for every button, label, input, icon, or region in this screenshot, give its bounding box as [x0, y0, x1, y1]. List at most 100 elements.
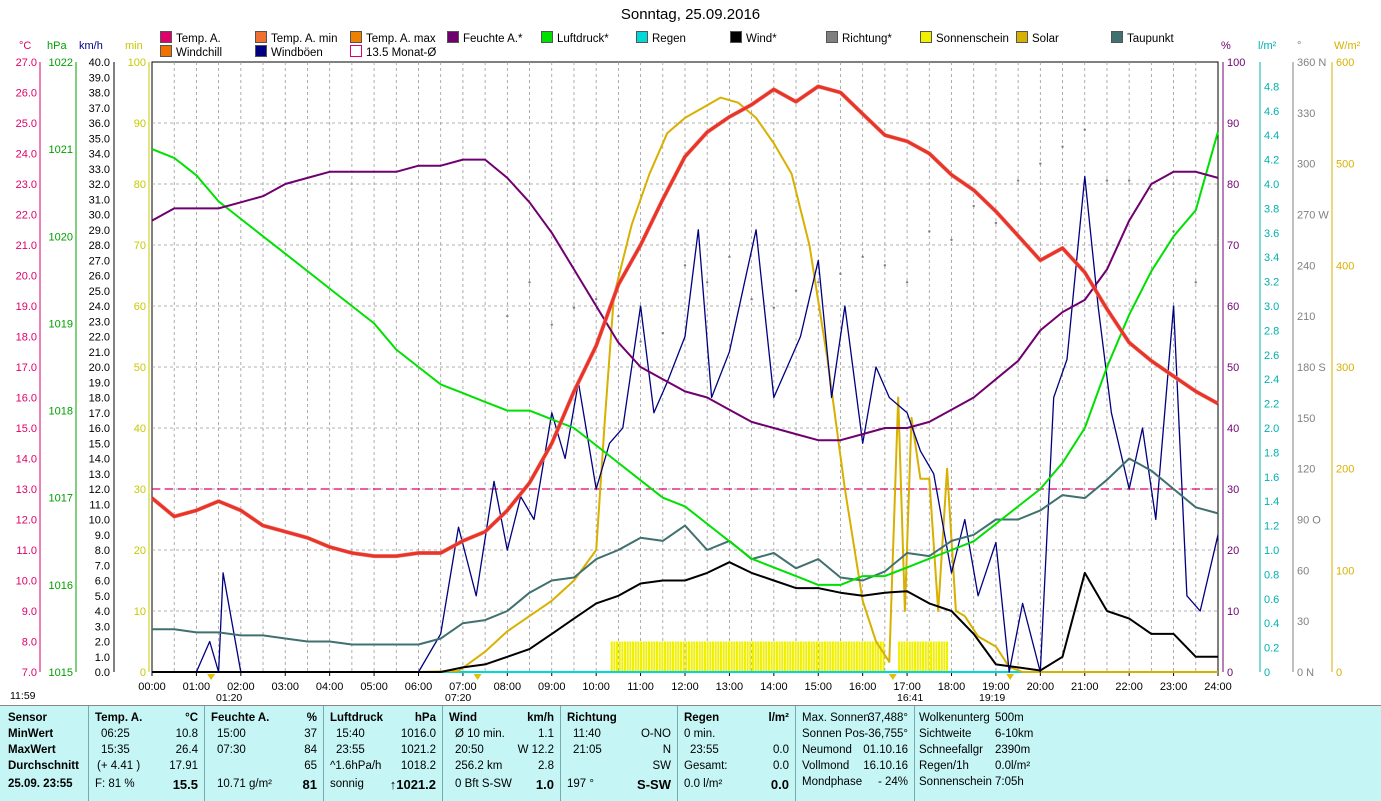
rain-max-value: 0.0: [773, 744, 789, 756]
wind-beaufort: 0 Bft S-SW: [455, 778, 512, 790]
weather-chart: 00:00 01:00 02:00 03:00 04:00 05:00 06:00 07:00…: [16, 57, 1355, 693]
event-marker: [1006, 674, 1015, 680]
y-tick-label-wind: 14.0: [89, 454, 110, 466]
max-sun-label: Max. Sonnen: [802, 712, 870, 724]
temp-min-time: 06:25: [101, 728, 130, 740]
y-tick-label-wind: 3.0: [95, 621, 110, 633]
legend-temp-min[interactable]: Temp. A. min: [255, 31, 337, 45]
legend-wind[interactable]: Wind*: [730, 31, 777, 45]
y-tick-label-direction: 0 N: [1297, 667, 1314, 679]
x-tick-label: 02:00: [227, 681, 255, 693]
y-tick-label-direction: 150: [1297, 413, 1315, 425]
x-tick-label: 09:00: [538, 681, 566, 693]
x-tick-label: 13:00: [716, 681, 744, 693]
sunset-label: 19:19: [979, 692, 1006, 704]
legend-dewpoint[interactable]: Taupunkt: [1111, 31, 1174, 45]
unit-rain: l/m²: [1258, 40, 1277, 52]
pressure-avg-value: 1018.2: [400, 760, 436, 772]
y-tick-label-rain: 2.8: [1264, 325, 1279, 337]
full-moon-value: 16.10.16: [863, 760, 908, 772]
direction-min-time: 11:40: [573, 728, 601, 740]
direction-avg-value: SW: [652, 760, 671, 772]
y-tick-label-wind: 1.0: [95, 652, 110, 664]
y-tick-label-wind: 21.0: [89, 347, 110, 359]
legend-humidity[interactable]: Feuchte A.*: [447, 31, 522, 45]
direction-current-degree: 197 °: [567, 778, 594, 790]
y-tick-label-temp: 24.0: [16, 149, 37, 161]
unit-min: min: [125, 40, 143, 52]
y-tick-label-wind: 31.0: [89, 194, 110, 206]
direction-point: [750, 298, 753, 301]
wind-max-time: 20:50: [455, 744, 484, 756]
humidity-max-time: 07:30: [217, 744, 246, 756]
y-tick-label-direction: 180 S: [1297, 362, 1326, 374]
panel-sensor-column: Sensor MinWert MaxWert Durchschnitt 25.0…: [0, 706, 89, 801]
y-tick-label-temp: 17.0: [16, 362, 37, 374]
y-tick-label-solar: 600: [1336, 57, 1354, 69]
y-tick-label-rain: 2.6: [1264, 350, 1279, 362]
legend-temp[interactable]: Temp. A.: [160, 31, 221, 45]
direction-point: [1194, 281, 1197, 284]
y-tick-label-rain: 0.8: [1264, 569, 1279, 581]
y-tick-label-pressure: 1018: [49, 406, 73, 418]
legend-solar[interactable]: Solar: [1016, 31, 1059, 45]
rain-total-label: Gesamt:: [684, 760, 728, 772]
rain-unit: l/m²: [768, 712, 789, 724]
sunshine-duration-value: 7:05h: [995, 776, 1024, 788]
panel-rain-column: Regen l/m² 0 min. 23:55 0.0 Gesamt: 0.0 …: [678, 706, 796, 801]
legend-windchill[interactable]: Windchill: [160, 45, 222, 59]
humidity-min-value: 37: [304, 728, 317, 740]
y-tick-label-direction: 240: [1297, 260, 1315, 272]
x-tick-label: 23:00: [1160, 681, 1188, 693]
unit-direction: °: [1297, 40, 1302, 52]
y-tick-label-wind: 5.0: [95, 591, 110, 603]
direction-point: [928, 230, 931, 233]
legend-sunshine[interactable]: Sonnenschein: [920, 31, 1009, 45]
panel-astro-column: Max. Sonnen 37,488° Sonnen Pos -36,755° …: [796, 706, 915, 801]
sun-pos-label: Sonnen Pos: [802, 728, 865, 740]
y-tick-label-wind: 7.0: [95, 560, 110, 572]
y-tick-label-solar: 300: [1336, 362, 1354, 374]
x-tick-label: 17:00: [893, 681, 921, 693]
direction-max-value: N: [662, 744, 671, 756]
y-tick-label-rain: 3.0: [1264, 301, 1279, 313]
y-tick-label-wind: 33.0: [89, 164, 110, 176]
y-tick-label-temp: 14.0: [16, 454, 37, 466]
direction-point: [661, 331, 664, 335]
y-tick-label-humidity: 80: [1227, 179, 1239, 191]
row-max-label: MaxWert: [8, 744, 56, 756]
series-line-taupunkt: [152, 457, 1219, 646]
legend-month-avg[interactable]: 13.5 Monat-Ø: [350, 45, 436, 59]
y-tick-label-wind: 28.0: [89, 240, 110, 252]
sunshine-duration-label: Sonnenschein: [919, 776, 992, 788]
rain-amount: 0.0 l/m²: [684, 778, 723, 790]
unit-temp: °C: [19, 40, 32, 52]
y-tick-label-min: 60: [134, 301, 146, 313]
legend-gusts[interactable]: Windböen: [255, 45, 323, 59]
legend-rain[interactable]: Regen: [636, 31, 686, 45]
statistics-panel: Sensor MinWert MaxWert Durchschnitt 25.0…: [0, 705, 1381, 801]
legend-pressure[interactable]: Luftdruck*: [541, 31, 609, 45]
y-tick-label-temp: 16.0: [16, 393, 37, 405]
y-tick-label-wind: 39.0: [89, 72, 110, 84]
y-tick-label-wind: 16.0: [89, 423, 110, 435]
legend-temp-max[interactable]: Temp. A. max: [350, 31, 436, 45]
direction-point: [728, 255, 731, 259]
y-tick-label-wind: 36.0: [89, 118, 110, 130]
y-tick-label-temp: 26.0: [16, 88, 37, 100]
panel-date: 25.09. 23:55: [8, 778, 73, 790]
full-moon-label: Vollmond: [802, 760, 850, 772]
direction-point: [950, 238, 953, 242]
y-tick-label-wind: 15.0: [89, 438, 110, 450]
cloud-base-label: Wolkenunterg: [919, 712, 990, 724]
legend-direction[interactable]: Richtung*: [826, 31, 892, 45]
humidity-absolute: 10.71 g/m²: [217, 778, 272, 790]
y-tick-label-wind: 27.0: [89, 255, 110, 267]
visibility-value: 6-10km: [995, 728, 1034, 740]
y-tick-label-wind: 25.0: [89, 286, 110, 298]
y-tick-label-humidity: 0: [1227, 667, 1233, 679]
wind-avg-label: Ø 10 min.: [455, 728, 505, 740]
x-tick-label: 11:00: [627, 681, 654, 693]
y-tick-label-wind: 29.0: [89, 225, 110, 237]
y-tick-label-min: 50: [134, 362, 146, 374]
